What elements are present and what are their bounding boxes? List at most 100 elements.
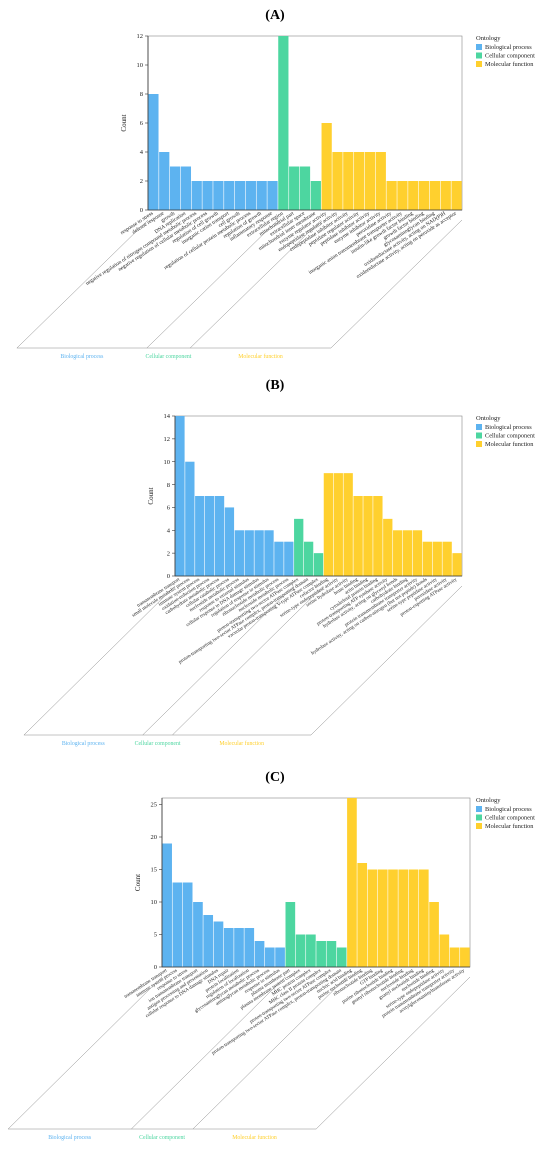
group-bracket-left <box>16 219 149 349</box>
bar-growth-factor-binding <box>418 181 430 210</box>
y-tick-label-8: 8 <box>140 91 143 98</box>
y-tick-label-5: 5 <box>154 932 157 939</box>
bar-hydrolase-activity-acting-on-carbon-nitrogen-but-not-peptide-bonds <box>422 541 433 576</box>
bar-protein-localization <box>234 928 244 967</box>
bar-extracellular-region <box>278 36 289 210</box>
bar-cytoskeletal-protein-binding <box>373 496 383 576</box>
legend-swatch-cellular-component <box>476 814 482 821</box>
bar-glycosaminoglycan-binding <box>429 181 441 210</box>
bar-actin-binding <box>363 496 373 576</box>
bar-antigen-processing-and-presentation <box>203 915 214 967</box>
group-label-molecular-function: Molecular function <box>232 1134 277 1141</box>
y-tick-label-2: 2 <box>140 178 143 185</box>
group-bracket-left <box>7 976 163 1130</box>
bar-response-to-stress <box>148 94 159 210</box>
bar-dna-repair <box>223 928 234 967</box>
bar-proton-transporting-two-sector-atpase-complex-proton-transporting-domain <box>303 541 314 576</box>
bar-mhc-protein-complex <box>306 934 316 967</box>
y-axis-label: Count <box>120 114 128 131</box>
bar-inflammatory-response <box>267 181 278 210</box>
bar-cellular-response-to-dna-damage-stimulus <box>254 530 264 576</box>
y-tick-label-10: 10 <box>137 62 144 69</box>
legend-swatch-cellular-component <box>476 432 482 439</box>
bar-regulation-of-growth <box>256 181 267 210</box>
y-tick-label-6: 6 <box>140 120 144 127</box>
bar-ribonucleotide-metabolic-process <box>274 541 284 576</box>
y-tick-label-20: 20 <box>151 834 158 841</box>
bar-protein-transmembrane-transporter-activity <box>412 530 423 576</box>
group-bracket-left <box>142 585 294 736</box>
legend-swatch-molecular-function <box>476 823 482 829</box>
bar-peptidase-inhibitor-activity <box>364 152 376 210</box>
bar-serine-type-peptidase-activity <box>432 541 442 576</box>
legend-title: Ontology <box>476 797 501 804</box>
bar-inorganic-anion-transmembrane-transporter-activity <box>397 181 408 210</box>
y-tick-label-0: 0 <box>154 964 157 971</box>
bar-nucleotide-binding <box>429 902 439 967</box>
panel-c-title: (C) <box>265 770 285 785</box>
y-axis-label: Count <box>134 874 142 891</box>
bar-nucleotide-metabolic-process <box>234 530 244 576</box>
bar-serine-type-endopeptidase-activity <box>333 473 343 576</box>
legend-swatch-cellular-component <box>476 52 482 59</box>
bar-enzyme-inhibitor-activity <box>375 152 386 210</box>
bar-nucleoside-binding <box>408 869 419 967</box>
y-tick-label-6: 6 <box>167 505 171 512</box>
panel-b-title: (B) <box>265 378 285 393</box>
bar-transmembrane-transport <box>162 843 172 967</box>
y-tick-label-4: 4 <box>167 527 171 534</box>
bar-endopeptidase-inhibitor-activity <box>343 152 354 210</box>
y-tick-label-8: 8 <box>167 482 170 489</box>
bar-negative-regulation-of-nitrogen-compound-metabolic-process <box>191 181 202 210</box>
bar-plasma-membrane-part <box>285 902 296 967</box>
bar-response-to-external-stimulus <box>244 530 254 576</box>
bar-plasma-membrane-protein-complex <box>295 934 306 967</box>
bar-carbohydrate-binding <box>402 530 413 576</box>
y-axis-label: Count <box>147 487 155 504</box>
y-tick-label-12: 12 <box>137 33 144 40</box>
group-label-cellular-component: Cellular component <box>135 741 181 747</box>
y-tick-label-2: 2 <box>167 550 170 557</box>
y-tick-label-0: 0 <box>140 207 143 214</box>
bar-gtp-binding <box>377 869 388 967</box>
bar-transmembrane-transport <box>175 416 185 576</box>
bar-regulation-of-response-to-stimulus <box>264 530 274 576</box>
bar-regulation-of-cell-growth <box>213 181 224 210</box>
bar-proton-transporting-two-sector-atpase-complex <box>294 518 304 576</box>
bar-proton-transporting-atp-synthase-activity <box>383 518 393 576</box>
legend-entry-cellular-component: Cellular component <box>485 815 535 822</box>
legend-swatch-biological-process <box>476 44 482 50</box>
bar-vacuolar-proton-transporting-v-type-atpase-complex <box>313 553 324 576</box>
legend-entry-biological-process: Biological process <box>485 424 532 431</box>
bar-aminoglycan-metabolic-process <box>264 947 275 967</box>
legend-entry-biological-process: Biological process <box>485 44 532 51</box>
bar-glycosaminoglycan-metabolic-process <box>254 941 265 967</box>
bar-response-to-stress <box>182 882 193 967</box>
bar-regulation-of-cellular-protein-metabolic-process <box>245 181 256 210</box>
bar-inorganic-cation-transport <box>224 181 235 210</box>
y-tick-label-10: 10 <box>164 459 171 466</box>
bar-dna-replication <box>180 166 192 210</box>
legend-entry-biological-process: Biological process <box>485 806 532 813</box>
bar-negative-regulation-of-cellular-metabolic-process <box>202 181 213 210</box>
legend-swatch-biological-process <box>476 806 482 812</box>
y-tick-label-12: 12 <box>164 436 171 443</box>
bar-endopeptidase-regulator-activity <box>332 152 343 210</box>
bar-proton-transporting-two-sector-atpase-complex-proton-transporting-domain <box>336 947 347 967</box>
bar-peroxidase-activity <box>386 181 397 210</box>
bar-cell-growth <box>234 181 246 210</box>
bar-nucleic-acid-binding <box>347 798 357 967</box>
group-label-biological-process: Biological process <box>60 354 104 360</box>
bar-regulation-of-localization <box>244 928 255 967</box>
legend-swatch-biological-process <box>476 424 482 430</box>
bar-ribonucleotide-binding <box>367 869 378 967</box>
bar-peroxidase-activity <box>442 541 452 576</box>
bar-guanyl-ribonucleotide-binding <box>398 869 409 967</box>
group-bracket-left <box>146 219 279 349</box>
bar-protein-transmembrane-transporter-activity <box>449 947 460 967</box>
y-tick-label-4: 4 <box>140 149 144 156</box>
bar-mhc-class-ii-protein-complex <box>316 941 326 967</box>
bar-mitochondrial-part <box>289 166 300 210</box>
